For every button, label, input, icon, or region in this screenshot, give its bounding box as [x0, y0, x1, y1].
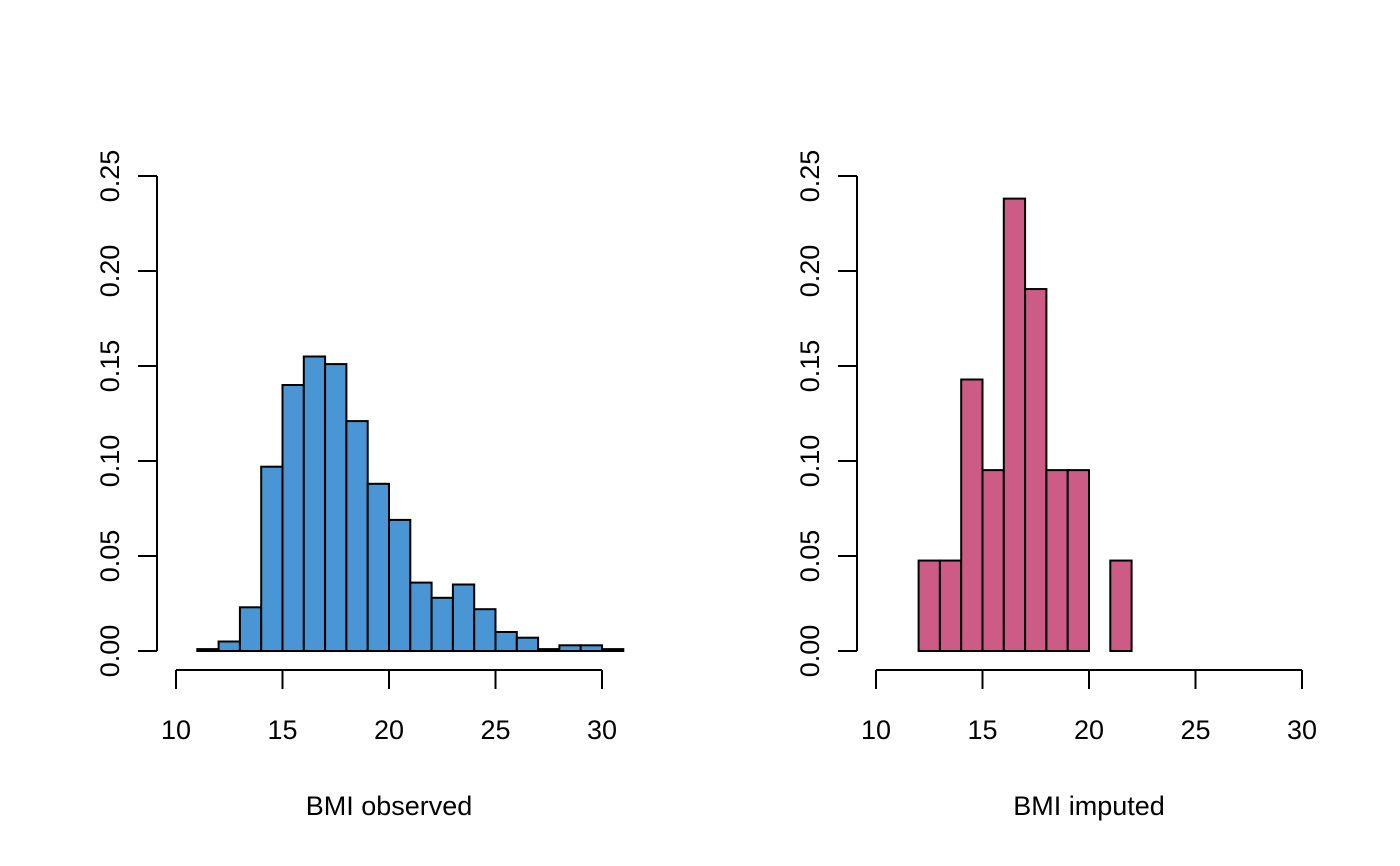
histogram-bar [409, 581, 433, 652]
y-tick-label: 0.20 [795, 245, 825, 298]
histogram-bar [366, 482, 391, 652]
y-tick-label: 0.10 [795, 435, 825, 488]
panel-bmi-observed: 0.00 0.05 0.10 0.15 0.20 0.25 10 15 20 25 30 BMI ob… [95, 150, 625, 821]
y-tick-label: 0.10 [95, 435, 125, 488]
y-tick-label: 0.05 [95, 530, 125, 583]
histogram-bar [1045, 469, 1069, 652]
histogram-bar [196, 648, 220, 652]
y-tick-label: 0.00 [795, 625, 825, 678]
x-tick-label: 20 [374, 715, 404, 745]
y-tick-label: 0.05 [795, 530, 825, 583]
x-tick-label: 10 [161, 715, 191, 745]
histogram-bar [281, 384, 305, 652]
histogram-bar [981, 469, 1005, 652]
histogram-bar [302, 355, 327, 652]
x-axis-title: BMI observed [306, 791, 473, 821]
histogram-bar [473, 608, 497, 653]
histogram-bar [558, 644, 582, 652]
x-tick-label: 30 [1287, 715, 1317, 745]
histogram-bar [579, 644, 604, 652]
histogram-bar [388, 518, 412, 653]
histogram-bar [537, 648, 561, 652]
histogram-bar [451, 583, 476, 652]
y-tick-label: 0.15 [95, 340, 125, 393]
y-tick-label: 0.15 [795, 340, 825, 393]
histogram-bar [917, 559, 941, 652]
x-tick-label: 25 [1180, 715, 1210, 745]
histogram-bar [324, 363, 348, 652]
histogram-bar [260, 465, 284, 653]
histogram-bar [494, 631, 518, 652]
x-tick-label: 30 [587, 715, 617, 745]
histogram-bar [1024, 288, 1048, 652]
histogram-bar [938, 559, 963, 652]
x-tick-label: 15 [267, 715, 297, 745]
histogram-bar [345, 420, 369, 652]
histogram-bar [601, 648, 625, 652]
x-tick-label: 10 [861, 715, 891, 745]
y-tick-label: 0.00 [95, 625, 125, 678]
histogram-bar [430, 596, 454, 652]
y-tick-label: 0.25 [95, 150, 125, 203]
histogram-bar [238, 606, 263, 652]
histogram-bar [515, 636, 540, 653]
histogram-bar [217, 640, 241, 652]
histogram-bar [1066, 469, 1090, 652]
y-tick-label: 0.20 [95, 245, 125, 298]
y-tick-label: 0.25 [795, 150, 825, 203]
histogram-bar [1002, 197, 1027, 653]
x-axis-title: BMI imputed [1013, 791, 1165, 821]
panel-bmi-imputed: 0.00 0.05 0.10 0.15 0.20 0.25 10 15 20 25 30 BMI im… [795, 150, 1317, 821]
x-tick-label: 20 [1074, 715, 1104, 745]
histogram-bar [960, 378, 984, 652]
x-tick-label: 15 [967, 715, 997, 745]
x-tick-label: 25 [480, 715, 510, 745]
histogram-bar [1109, 559, 1133, 652]
